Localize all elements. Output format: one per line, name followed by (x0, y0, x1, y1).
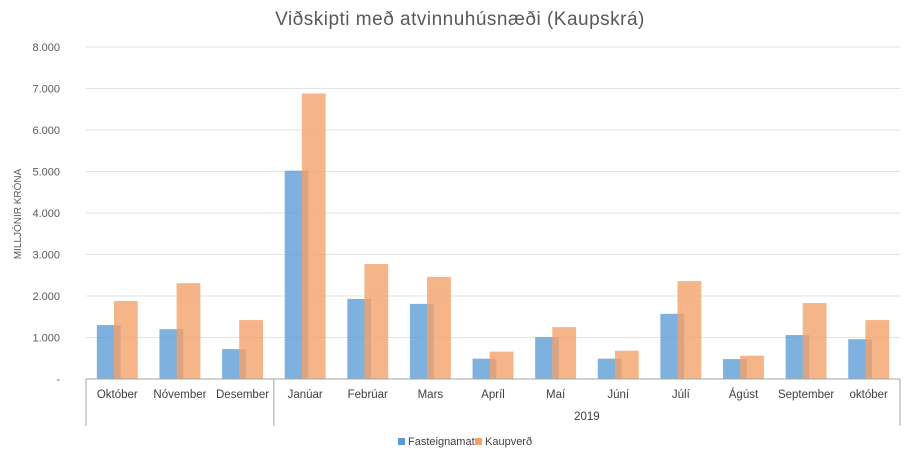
y-tick-label: 4.000 (32, 208, 60, 220)
bar-kaupverd (865, 320, 890, 379)
bar-kaupverd (113, 300, 138, 379)
bar-kaupverd (552, 327, 577, 379)
y-tick-label: 6.000 (32, 125, 60, 137)
x-tick-label: Nóvember (153, 389, 206, 401)
bar-kaupverd (364, 264, 389, 379)
bar-series (96, 93, 890, 379)
legend: Fasteignamat Kaupverð (398, 436, 532, 448)
x-tick-label: Maí (546, 389, 566, 401)
x-tick-label: Mars (418, 389, 444, 401)
x-axis: Október Nóvember Desember Janúar Febrúar Mars… (85, 378, 901, 426)
bar-kaupverd (301, 93, 326, 379)
bar-kaupverd (176, 283, 201, 379)
y-tick-label: 1.000 (32, 333, 60, 345)
x-group-label: 2019 (574, 411, 600, 423)
gridlines (86, 46, 900, 338)
bar-kaupverd (489, 351, 514, 379)
y-tick-label: 3.000 (32, 250, 60, 262)
x-tick-label: Febrúar (348, 389, 388, 401)
x-tick-label: Júlí (672, 389, 691, 401)
x-tick-label: Janúar (288, 389, 323, 401)
bar-kaupverd (239, 320, 264, 379)
bar-kaupverd (614, 350, 639, 379)
y-tick-label: 8.000 (32, 42, 60, 54)
x-tick-label: Desember (216, 389, 269, 401)
x-tick-label: október (850, 389, 889, 401)
x-tick-label: Júní (607, 389, 630, 401)
x-tick-label: Ágúst (729, 388, 759, 401)
bar-kaupverd (427, 276, 451, 379)
legend-swatch (398, 438, 405, 445)
y-axis-ticks: - 1.000 2.000 3.000 4.000 5.000 6.000 7.000 8.00… (32, 42, 60, 386)
x-tick-label: September (778, 389, 834, 401)
chart-title: Viðskipti með atvinnuhúsnæði (Kaupskrá) (275, 9, 645, 30)
bar-kaupverd (802, 303, 827, 379)
y-tick-label: - (56, 374, 60, 386)
y-tick-label: 7.000 (32, 84, 60, 96)
legend-label: Kaupverð (485, 436, 532, 448)
y-tick-label: 2.000 (32, 291, 60, 303)
bar-kaupverd (677, 281, 702, 379)
legend-label: Fasteignamat (408, 436, 475, 448)
x-tick-label: Október (97, 389, 138, 401)
y-tick-label: 5.000 (32, 167, 60, 179)
y-axis-label: MILLJÓNIR KRÓNA (11, 168, 24, 259)
bar-kaupverd (740, 355, 764, 379)
x-tick-label: Apríl (481, 389, 505, 401)
legend-swatch (475, 438, 482, 445)
